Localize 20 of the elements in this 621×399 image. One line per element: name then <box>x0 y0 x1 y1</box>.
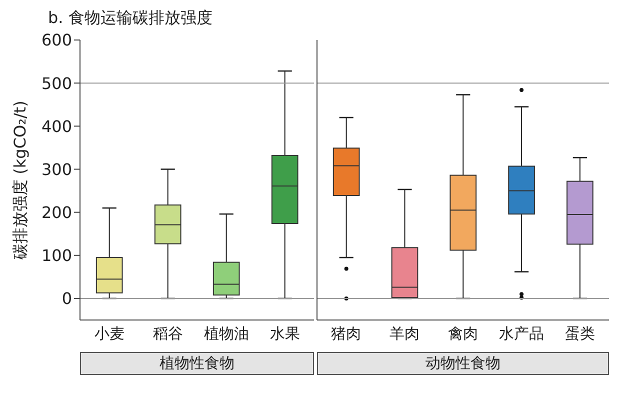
x-tick-label: 水产品 <box>498 324 544 343</box>
y-tick-label: 600 <box>41 30 72 50</box>
y-tick-label: 500 <box>41 74 72 93</box>
y-tick-label: 400 <box>41 116 72 136</box>
x-axis-title: 动物性食物 <box>317 352 609 375</box>
y-axis-title: 碳排放强度 (kgCO₂/t) <box>10 100 30 260</box>
x-tick-label: 禽肉 <box>448 324 478 343</box>
x-tick-label: 稻谷 <box>152 324 183 343</box>
x-axis-title: 植物性食物 <box>80 352 314 375</box>
x-tick-label: 小麦 <box>94 324 124 343</box>
y-tick-label: 0 <box>62 289 72 308</box>
y-tick-label: 200 <box>41 202 72 222</box>
x-tick-label: 蛋类 <box>564 324 595 343</box>
y-tick-label: 300 <box>41 160 72 179</box>
x-tick-label: 植物油 <box>204 324 249 343</box>
y-tick-label: 100 <box>41 246 72 266</box>
x-tick-label: 水果 <box>270 324 300 343</box>
x-tick-label: 羊肉 <box>390 324 420 343</box>
chart-title: b. 食物运输碳排放强度 <box>48 8 214 29</box>
x-tick-label: 猪肉 <box>331 324 362 343</box>
